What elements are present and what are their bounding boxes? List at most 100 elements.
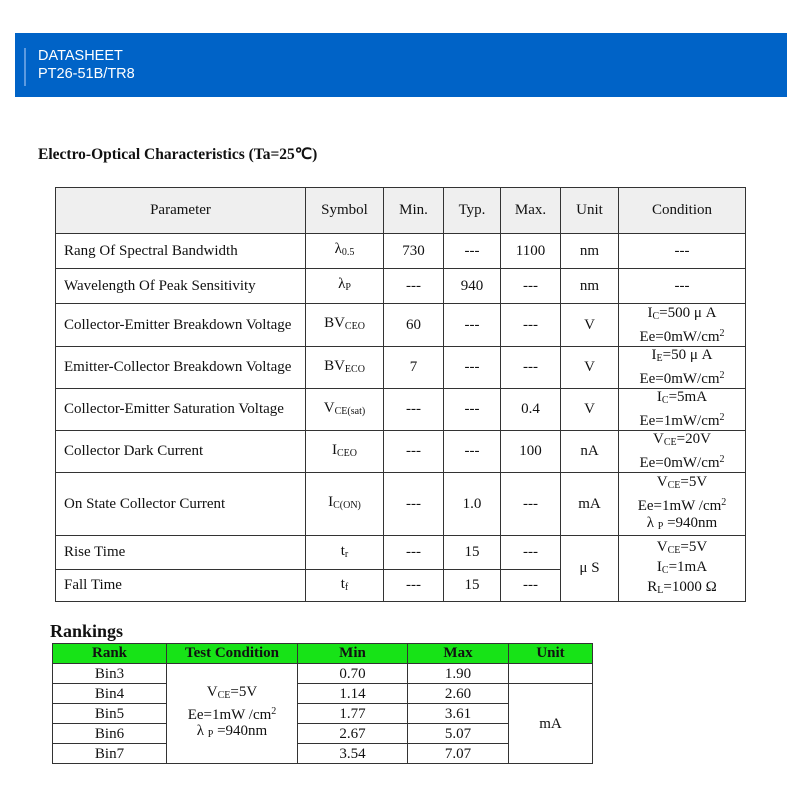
- condition-line: VCE=5V: [167, 684, 297, 704]
- symbol-subscript: CEO: [344, 321, 365, 332]
- table-row: Collector-Emitter Breakdown Voltage BVCEO…: [55, 303, 746, 347]
- typ-cell: 940: [443, 268, 501, 304]
- unit-cell: μ S: [560, 535, 619, 602]
- cond-text: =500 μ A: [659, 304, 717, 321]
- symbol-cell: BVECO: [305, 346, 384, 389]
- column-header: Test Condition: [166, 643, 298, 664]
- condition-line: Ee=1mW /cm2: [167, 704, 297, 723]
- parameter-cell: Rang Of Spectral Bandwidth: [55, 233, 306, 269]
- column-header: Max: [407, 643, 509, 664]
- parameter-cell: On State Collector Current: [55, 472, 306, 536]
- symbol-base: λ: [338, 276, 346, 292]
- rank-cell: Bin7: [52, 743, 167, 764]
- electro-optical-table: Parameter Symbol Min. Typ. Max. Unit Condition…: [55, 187, 746, 602]
- unit-cell: nA: [560, 430, 619, 473]
- cond-superscript: 2: [719, 327, 725, 339]
- cond-text: Ee=0mW/cm: [639, 328, 720, 345]
- condition-line: Ee=0mW/cm2: [619, 325, 745, 346]
- condition-line: IE=50 μ A: [619, 347, 745, 367]
- condition-line: IC=500 μ A: [619, 305, 745, 325]
- parameter-cell: Emitter-Collector Breakdown Voltage: [55, 346, 306, 389]
- part-number: PT26-51B/TR8: [38, 66, 135, 82]
- symbol-cell: λ0.5: [305, 233, 384, 269]
- column-header: Max.: [500, 187, 561, 234]
- unit-cell: V: [560, 388, 619, 431]
- symbol-cell: tr: [305, 535, 384, 570]
- condition-line: Ee=1mW /cm2: [619, 494, 745, 515]
- symbol-base: BV: [324, 315, 345, 331]
- condition-line: IC=1mA: [619, 559, 745, 579]
- condition-line: λ P =940nm: [619, 515, 745, 535]
- rankings-table: Rank Test Condition Min Max Unit Bin3 VCE=5V E…: [52, 643, 593, 764]
- unit-cell: mA: [508, 683, 593, 764]
- condition-cell: ---: [618, 233, 746, 269]
- condition-line: ---: [619, 278, 745, 295]
- symbol-cell: tf: [305, 569, 384, 602]
- typ-cell: ---: [443, 233, 501, 269]
- table-row: Collector Dark Current ICEO --- --- 100 nA VCE…: [55, 430, 746, 473]
- condition-cell: VCE=5V Ee=1mW /cm2 λ P =940nm: [618, 472, 746, 536]
- condition-line: ---: [619, 243, 745, 260]
- cond-text: λ: [196, 723, 208, 739]
- rank-cell: Bin6: [52, 723, 167, 744]
- section-title: Electro-Optical Characteristics (Ta=25℃): [38, 146, 318, 163]
- symbol-cell: BVCEO: [305, 303, 384, 347]
- condition-line: Ee=0mW/cm2: [619, 367, 745, 388]
- unit-cell: nm: [560, 268, 619, 304]
- condition-line: VCE=20V: [619, 431, 745, 451]
- table-row: Collector-Emitter Saturation Voltage VCE(…: [55, 388, 746, 431]
- cond-text: =5mA: [668, 389, 708, 405]
- cond-text: =940nm: [213, 723, 268, 739]
- cond-text: V: [206, 684, 218, 700]
- max-cell: ---: [500, 569, 561, 602]
- table-row: On State Collector Current IC(ON) --- 1.0 --…: [55, 472, 746, 536]
- rankings-title: Rankings: [50, 621, 124, 641]
- min-cell: 0.70: [297, 663, 408, 684]
- rank-cell: Bin5: [52, 703, 167, 724]
- parameter-cell: Collector-Emitter Breakdown Voltage: [55, 303, 306, 347]
- column-header: Unit: [560, 187, 619, 234]
- condition-cell: VCE=5V IC=1mA RL=1000 Ω: [618, 535, 746, 602]
- table-row: Bin7 3.54 7.07: [52, 743, 593, 764]
- condition-line: IC=5mA: [619, 389, 745, 409]
- typ-cell: ---: [443, 430, 501, 473]
- parameter-cell: Collector-Emitter Saturation Voltage: [55, 388, 306, 431]
- column-header: Unit: [508, 643, 593, 664]
- symbol-subscript: r: [344, 548, 349, 560]
- parameter-cell: Wavelength Of Peak Sensitivity: [55, 268, 306, 304]
- min-cell: 1.14: [297, 683, 408, 704]
- cond-text: ---: [674, 277, 690, 294]
- table-row: Rise Time tr --- 15 --- μ S VCE=5V IC=1mA RL=100…: [55, 535, 746, 602]
- condition-line: VCE=5V: [619, 539, 745, 559]
- typ-cell: 15: [443, 535, 501, 570]
- max-cell: 1.90: [407, 663, 509, 684]
- table-row: Fall Time tf --- 15 ---: [55, 569, 746, 602]
- max-cell: ---: [500, 535, 561, 570]
- typ-cell: ---: [443, 346, 501, 389]
- typ-cell: 1.0: [443, 472, 501, 536]
- max-cell: ---: [500, 303, 561, 347]
- cond-text: =50 μ A: [662, 347, 713, 363]
- cond-text: =5V: [680, 473, 708, 490]
- cond-text: V: [656, 473, 668, 490]
- cond-text: I: [651, 347, 657, 363]
- max-cell: 3.61: [407, 703, 509, 724]
- test-condition-cell: VCE=5V Ee=1mW /cm2 λ P =940nm: [166, 663, 298, 764]
- cond-superscript: 2: [719, 370, 725, 381]
- cond-superscript: 2: [271, 706, 277, 717]
- condition-line: RL=1000 Ω: [619, 579, 745, 599]
- symbol-cell: λP: [305, 268, 384, 304]
- unit-cell: V: [560, 303, 619, 347]
- rank-cell: Bin4: [52, 683, 167, 704]
- symbol-base: t: [340, 575, 345, 592]
- unit-cell-empty: [508, 663, 593, 684]
- min-cell: 1.77: [297, 703, 408, 724]
- symbol-base: V: [323, 399, 335, 416]
- column-header: Min: [297, 643, 408, 664]
- cond-text: Ee=0mW/cm: [639, 455, 720, 471]
- cond-subscript: C: [652, 310, 660, 322]
- condition-line: Ee=0mW/cm2: [619, 451, 745, 472]
- max-cell: 2.60: [407, 683, 509, 704]
- typ-cell: 15: [443, 569, 501, 602]
- table-row: Bin6 2.67 5.07: [52, 723, 593, 744]
